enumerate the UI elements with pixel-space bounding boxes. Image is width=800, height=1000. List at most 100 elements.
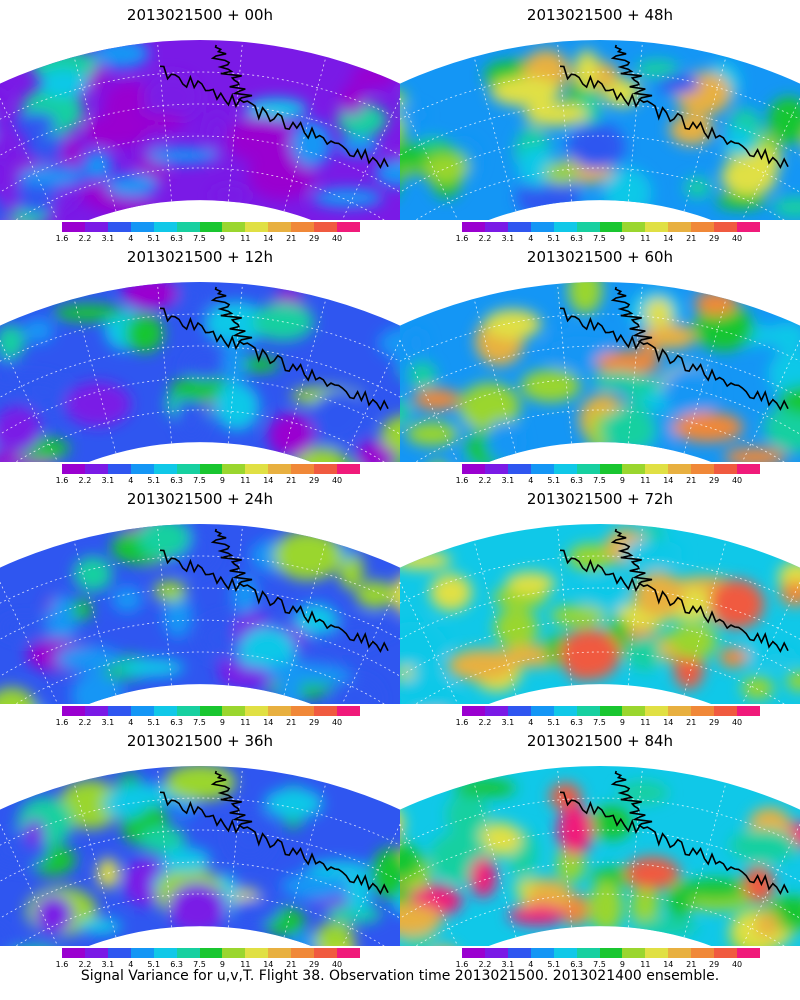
colorbar-swatch — [153, 464, 177, 474]
variance-blob — [121, 113, 186, 132]
variance-blob — [408, 361, 437, 389]
variance-blob — [478, 822, 522, 856]
colorbar-ticks: 1.6 2.2 3.1 4 5.1 6.3 7.5 9 11 14 21 29 40 — [56, 476, 360, 486]
colorbar — [62, 464, 360, 474]
colorbar-swatch — [484, 948, 508, 958]
colorbar-ticks: 1.6 2.2 3.1 4 5.1 6.3 7.5 9 11 14 21 29 40 — [456, 234, 760, 244]
colorbar-swatch — [222, 706, 246, 716]
variance-blob — [469, 856, 497, 898]
variance-blob — [724, 447, 786, 462]
colorbar-swatch — [462, 948, 485, 958]
variance-blob — [124, 314, 164, 353]
latitude-line — [0, 555, 400, 640]
longitude-line — [400, 570, 464, 704]
longitude-line — [157, 283, 173, 444]
variance-blob — [400, 105, 426, 124]
colorbar-tick-label: 29 — [709, 960, 720, 969]
colorbar-tick-label: 9 — [219, 960, 225, 969]
colorbar — [462, 948, 760, 958]
variance-blob — [601, 407, 657, 453]
colorbar-tick-label: 3.1 — [501, 718, 515, 727]
longitude-line — [227, 283, 243, 444]
coastline — [210, 44, 253, 101]
colorbar-tick-label: 14 — [263, 476, 274, 485]
latitude-line — [400, 797, 800, 882]
colorbar-tick-label: 14 — [663, 476, 674, 485]
colorbar-swatch — [553, 464, 577, 474]
variance-blob — [311, 390, 372, 440]
colorbar-tick-label: 21 — [686, 234, 697, 243]
colorbar-tick-label: 6.3 — [170, 476, 183, 485]
longitude-line — [400, 86, 464, 220]
variance-blob — [293, 447, 349, 462]
variance-blob — [446, 792, 489, 838]
colorbar-tick-label: 21 — [686, 476, 697, 485]
colorbar-tick-label: 1.6 — [55, 960, 69, 969]
colorbar-swatch — [337, 706, 360, 716]
colorbar-tick-label: 4 — [128, 476, 134, 485]
variance-blob — [768, 348, 800, 400]
variance-blob — [139, 826, 186, 854]
latitude-line — [0, 71, 400, 156]
colorbar-swatch — [714, 222, 738, 232]
variance-blob — [83, 151, 112, 180]
latitude-line — [0, 797, 400, 882]
variance-blob — [780, 581, 800, 606]
colorbar-swatch — [622, 464, 646, 474]
variance-blob — [400, 674, 456, 704]
colorbar-swatch — [691, 948, 715, 958]
colorbar-swatch — [199, 464, 223, 474]
variance-blob — [772, 197, 800, 218]
colorbar-tick-label: 7.5 — [193, 234, 206, 243]
variance-blob — [524, 101, 588, 127]
colorbar-swatch — [337, 948, 360, 958]
colorbar-tick-label: 3.1 — [101, 960, 115, 969]
variance-blob — [332, 679, 380, 704]
polar-map — [0, 281, 400, 462]
variance-blob — [55, 646, 121, 671]
variance-blob — [25, 388, 76, 409]
colorbar-swatch — [622, 948, 646, 958]
colorbar-tick-label: 29 — [309, 960, 320, 969]
variance-blob — [51, 93, 77, 114]
colorbar-ticks: 1.6 2.2 3.1 4 5.1 6.3 7.5 9 11 14 21 29 40 — [56, 718, 360, 728]
variance-blob — [453, 779, 516, 797]
colorbar-tick-label: 14 — [663, 718, 674, 727]
colorbar-swatch — [130, 464, 154, 474]
colorbar-swatch — [130, 706, 154, 716]
variance-blob — [622, 539, 684, 568]
colorbar-tick-label: 6.3 — [170, 960, 183, 969]
colorbar-tick-label: 21 — [286, 476, 297, 485]
coastline — [210, 770, 253, 827]
variance-blob — [143, 72, 202, 120]
variance-blob — [406, 421, 459, 446]
colorbar-swatch — [199, 706, 223, 716]
variance-blob — [400, 841, 423, 883]
variance-blob — [662, 366, 718, 418]
variance-blob — [544, 162, 580, 185]
polar-map — [400, 281, 800, 462]
colorbar-swatch — [668, 948, 692, 958]
map-panel: 2013021500 + 00h 1.6 2.2 3.1 4 5.1 6.3 7.5 9 11 14… — [0, 0, 400, 243]
colorbar-tick-label: 11 — [240, 476, 251, 485]
colorbar-tick-label: 5.1 — [147, 234, 161, 243]
colorbar-tick-label: 40 — [731, 234, 743, 243]
colorbar — [462, 464, 760, 474]
variance-blob — [400, 621, 447, 669]
colorbar-tick-label: 7.5 — [193, 476, 206, 485]
variance-blob — [766, 896, 800, 931]
longitude-line — [73, 298, 117, 454]
colorbar-tick-label: 7.5 — [593, 234, 606, 243]
colorbar-swatch — [507, 948, 531, 958]
variance-blob — [24, 818, 45, 846]
colorbar-swatch — [199, 222, 223, 232]
colorbar-tick-label: 21 — [686, 718, 697, 727]
variance-blob — [681, 878, 750, 900]
latitude-line — [0, 345, 400, 424]
colorbar-swatch — [599, 222, 623, 232]
colorbar-swatch — [153, 948, 177, 958]
colorbar-swatch — [507, 222, 531, 232]
colorbar-tick-label: 11 — [240, 718, 251, 727]
colorbar-tick-label: 9 — [619, 960, 625, 969]
colorbar-tick-label: 2.2 — [78, 718, 92, 727]
